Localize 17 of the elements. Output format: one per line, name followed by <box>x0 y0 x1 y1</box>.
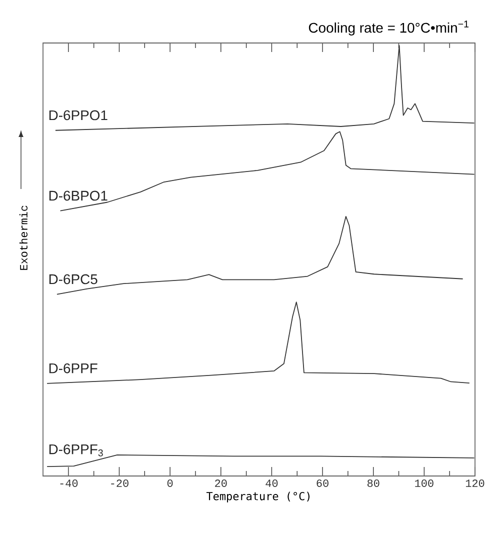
chart-title: Cooling rate = 10°C•min$^{−1}$ <box>308 20 469 36</box>
series-label: D-6PPF <box>49 363 98 374</box>
series-label: D-6PPF$_{3}$ <box>49 444 103 456</box>
x-axis-title: Temperature (°C) <box>206 492 310 502</box>
series-label: D-6BPO1 <box>49 190 108 201</box>
x-tick-label: 20 <box>215 480 227 487</box>
series-label: D-6PPO1 <box>49 110 108 120</box>
x-tick-label: -40 <box>60 480 78 487</box>
x-tick-label: -20 <box>111 480 128 487</box>
x-tick-label: 100 <box>415 480 434 487</box>
x-tick-label: 0 <box>167 480 173 487</box>
x-tick-label: 120 <box>466 480 484 487</box>
x-tick-label: 60 <box>316 480 328 487</box>
series-label: D-6PC5 <box>49 274 98 284</box>
y-axis-title: Exothermic <box>19 206 28 270</box>
x-tick-label: 40 <box>266 480 278 487</box>
x-tick-label: 80 <box>368 480 380 487</box>
